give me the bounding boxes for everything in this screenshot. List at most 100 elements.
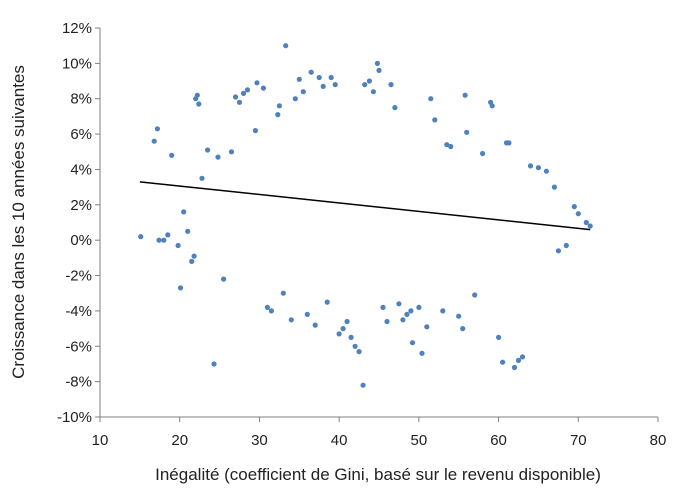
data-point (156, 237, 162, 243)
data-point (555, 248, 562, 254)
data-point (444, 142, 450, 148)
data-point (535, 165, 542, 171)
data-point (228, 149, 235, 155)
x-tick-label: 70 (570, 432, 587, 449)
y-tick-label: 0% (70, 232, 92, 249)
y-axis-title: Croissance dans les 10 années suivantes (9, 65, 28, 379)
data-point (527, 163, 534, 169)
data-point (320, 83, 326, 89)
data-point (169, 152, 175, 158)
data-point (165, 232, 171, 238)
data-point (396, 301, 402, 307)
data-point (312, 322, 318, 328)
data-point (360, 382, 366, 388)
data-point (392, 105, 398, 111)
trendline (139, 181, 591, 231)
data-point (296, 76, 302, 82)
data-point (185, 228, 191, 234)
data-point (308, 69, 314, 75)
data-point (388, 82, 394, 88)
data-point (587, 223, 593, 229)
data-point (324, 299, 330, 305)
data-point (275, 112, 281, 118)
data-point (191, 253, 197, 259)
data-point (348, 334, 354, 340)
data-point (500, 359, 506, 365)
data-point (252, 128, 258, 134)
data-point (344, 318, 350, 325)
data-point (464, 129, 470, 135)
data-point (254, 80, 260, 86)
y-tick-label: -10% (57, 409, 92, 426)
trendline-top-layer (139, 181, 591, 231)
x-tick-label: 20 (171, 432, 188, 449)
data-point (194, 92, 200, 98)
data-point (205, 147, 211, 153)
data-point (362, 82, 368, 88)
data-point (489, 103, 495, 109)
x-tick-label: 60 (490, 432, 507, 449)
data-point (221, 276, 227, 282)
data-point (244, 87, 251, 93)
x-tick-labels: 10 20 30 40 50 60 70 80 (92, 432, 667, 449)
data-point (370, 89, 376, 95)
data-point (400, 317, 406, 323)
data-points-layer (138, 43, 593, 388)
data-point (328, 74, 334, 81)
data-point (340, 326, 346, 332)
data-point (316, 74, 322, 81)
data-point (424, 324, 430, 330)
y-tick-label: 8% (70, 91, 92, 108)
data-point (276, 103, 282, 109)
data-point (366, 78, 372, 84)
data-point (409, 340, 416, 346)
data-point (356, 349, 362, 355)
data-point (419, 350, 425, 356)
data-point (511, 364, 518, 371)
data-point (408, 308, 414, 314)
data-point (181, 209, 187, 215)
data-point (496, 334, 502, 340)
data-point (506, 140, 512, 146)
data-point (154, 126, 160, 132)
x-tick-label: 10 (92, 432, 109, 449)
data-point (336, 331, 342, 337)
data-point (215, 154, 221, 160)
data-point (264, 304, 270, 310)
x-tick-label: 40 (331, 432, 348, 449)
data-point (161, 237, 167, 243)
data-point (575, 211, 581, 217)
data-point (543, 168, 550, 174)
data-point (551, 184, 558, 190)
data-point (472, 292, 478, 298)
data-point (404, 311, 410, 317)
data-point (332, 82, 338, 88)
data-point (304, 311, 310, 317)
data-point (440, 308, 446, 314)
data-point (280, 290, 286, 296)
data-point (292, 96, 298, 102)
data-point (175, 242, 181, 249)
x-tick-label: 30 (251, 432, 268, 449)
data-point (196, 101, 202, 107)
axes-layer (95, 27, 659, 422)
x-tick-label: 80 (650, 432, 667, 449)
data-point (240, 90, 247, 96)
data-point (232, 94, 239, 100)
y-tick-label: 2% (70, 197, 92, 214)
data-point (462, 92, 468, 98)
data-point (211, 361, 217, 367)
y-tick-label: 4% (70, 161, 92, 178)
data-point (515, 357, 522, 363)
y-tick-label: 12% (62, 20, 92, 37)
data-point (374, 60, 380, 66)
data-point (352, 343, 358, 349)
data-point (428, 96, 434, 102)
data-point (376, 67, 382, 73)
y-tick-label: -6% (65, 338, 92, 355)
data-point (583, 219, 589, 226)
data-point (456, 313, 462, 319)
x-axis-title: Inégalité (coefficient de Gini, basé sur… (155, 465, 601, 484)
